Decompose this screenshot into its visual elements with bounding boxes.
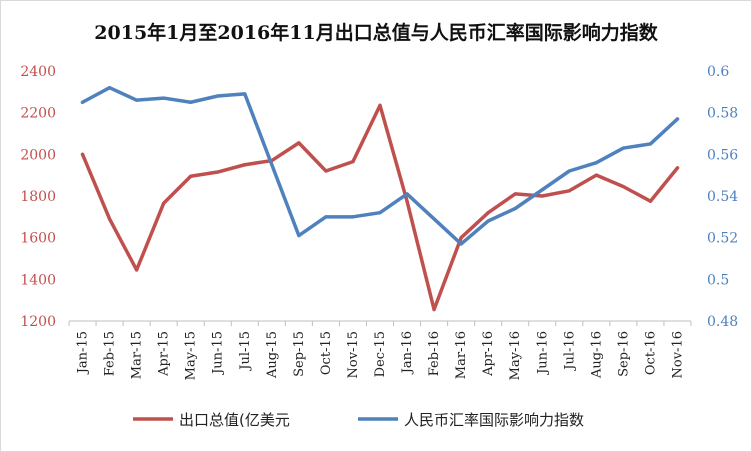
data-point-1 (216, 94, 220, 98)
y-right-tick-label: 0.54 (707, 189, 738, 205)
data-point-0 (540, 194, 544, 198)
x-tick-label: Jun-15 (211, 331, 226, 376)
x-tick-label: Feb-16 (427, 331, 442, 376)
y-right-tick-label: 0.56 (707, 147, 738, 163)
x-tick-label: Oct-16 (643, 331, 658, 375)
data-point-0 (648, 199, 653, 203)
data-point-0 (243, 163, 247, 167)
x-tick-label: Jan-15 (76, 331, 91, 375)
x-tick-label: Jun-16 (535, 331, 550, 376)
data-point-1 (432, 217, 436, 221)
data-point-0 (567, 189, 571, 193)
y-left-tick-label: 1600 (20, 231, 56, 247)
y-right-tick-label: 0.6 (707, 64, 729, 80)
data-point-1 (324, 215, 328, 219)
data-point-1 (621, 146, 625, 150)
data-point-1 (567, 169, 571, 173)
data-point-1 (162, 96, 166, 100)
data-point-1 (594, 161, 598, 165)
y-left-tick-label: 2000 (20, 147, 56, 163)
y-left-tick-label: 1800 (20, 189, 56, 205)
data-point-0 (594, 173, 598, 177)
x-tick-label: Apr-15 (157, 331, 172, 377)
x-tick-label: May-15 (184, 331, 199, 380)
data-point-0 (621, 185, 625, 189)
data-point-1 (405, 192, 409, 196)
x-tick-label: May-16 (508, 331, 523, 380)
data-point-1 (540, 188, 544, 192)
data-point-1 (297, 233, 301, 238)
data-point-0 (432, 307, 436, 312)
data-point-0 (351, 160, 355, 164)
data-point-1 (513, 206, 517, 211)
data-point-1 (459, 242, 463, 246)
data-point-1 (107, 86, 112, 90)
x-tick-label: Jul-15 (238, 331, 253, 372)
y-right-tick-label: 0.48 (707, 314, 738, 330)
x-tick-label: Aug-15 (265, 331, 280, 379)
x-tick-label: Mar-15 (130, 331, 145, 379)
data-point-0 (486, 211, 490, 215)
data-point-1 (378, 211, 382, 215)
y-right-tick-label: 0.52 (707, 231, 738, 247)
data-point-0 (80, 152, 85, 156)
legend-label-rmb-index: 人民币汇率国际影响力指数 (404, 411, 584, 429)
data-point-0 (189, 174, 193, 178)
data-point-0 (405, 199, 409, 203)
x-tick-label: Nov-16 (670, 331, 685, 378)
y-left-tick-label: 2400 (20, 64, 56, 80)
x-tick-label: Apr-16 (481, 331, 496, 377)
y-right-tick-label: 0.58 (707, 106, 738, 122)
data-point-0 (297, 141, 301, 145)
x-tick-label: Dec-15 (373, 331, 388, 377)
y-left-tick-label: 1400 (20, 272, 56, 288)
series-lines (80, 85, 680, 312)
x-tick-label: Aug-16 (589, 331, 604, 379)
x-tick-label: Mar-16 (454, 331, 469, 379)
data-point-0 (378, 103, 382, 107)
data-point-0 (135, 268, 139, 272)
data-point-0 (107, 217, 112, 221)
x-tick-label: Jan-16 (400, 331, 415, 375)
data-point-1 (486, 219, 490, 223)
x-tick-label: Nov-15 (346, 331, 361, 378)
legend: 出口总值(亿美元 人民币汇率国际影响力指数 (133, 411, 584, 429)
data-point-0 (675, 166, 680, 170)
chart-title: 2015年1月至2016年11月出口总值与人民币汇率国际影响力指数 (94, 21, 658, 44)
x-tick-label: Sep-15 (292, 331, 307, 377)
data-point-0 (162, 201, 166, 205)
data-point-0 (513, 192, 517, 196)
x-tick-label: Jul-16 (562, 331, 577, 372)
y-right-tick-label: 0.5 (707, 272, 729, 288)
data-point-0 (216, 170, 220, 174)
data-point-0 (324, 169, 328, 173)
x-tick-label: Oct-15 (319, 331, 334, 375)
data-point-1 (243, 92, 247, 96)
y-left-tick-label: 1200 (20, 314, 56, 330)
x-tick-label: Feb-15 (103, 331, 118, 376)
data-point-1 (675, 117, 680, 121)
y-left-tick-label: 2200 (20, 106, 56, 122)
x-tick-label: Sep-16 (616, 331, 631, 377)
data-point-1 (648, 142, 653, 146)
data-point-0 (459, 236, 463, 240)
series-line-0 (80, 103, 680, 312)
data-point-1 (135, 98, 139, 102)
data-point-1 (270, 163, 274, 167)
data-point-1 (351, 215, 355, 219)
data-point-1 (80, 100, 85, 104)
data-point-1 (189, 100, 193, 104)
axes-group: Jan-15 Feb-15 Mar-15 Apr-15 May-15 Jun-15 Jul-… (20, 64, 738, 380)
legend-label-export: 出口总值(亿美元 (179, 411, 290, 429)
